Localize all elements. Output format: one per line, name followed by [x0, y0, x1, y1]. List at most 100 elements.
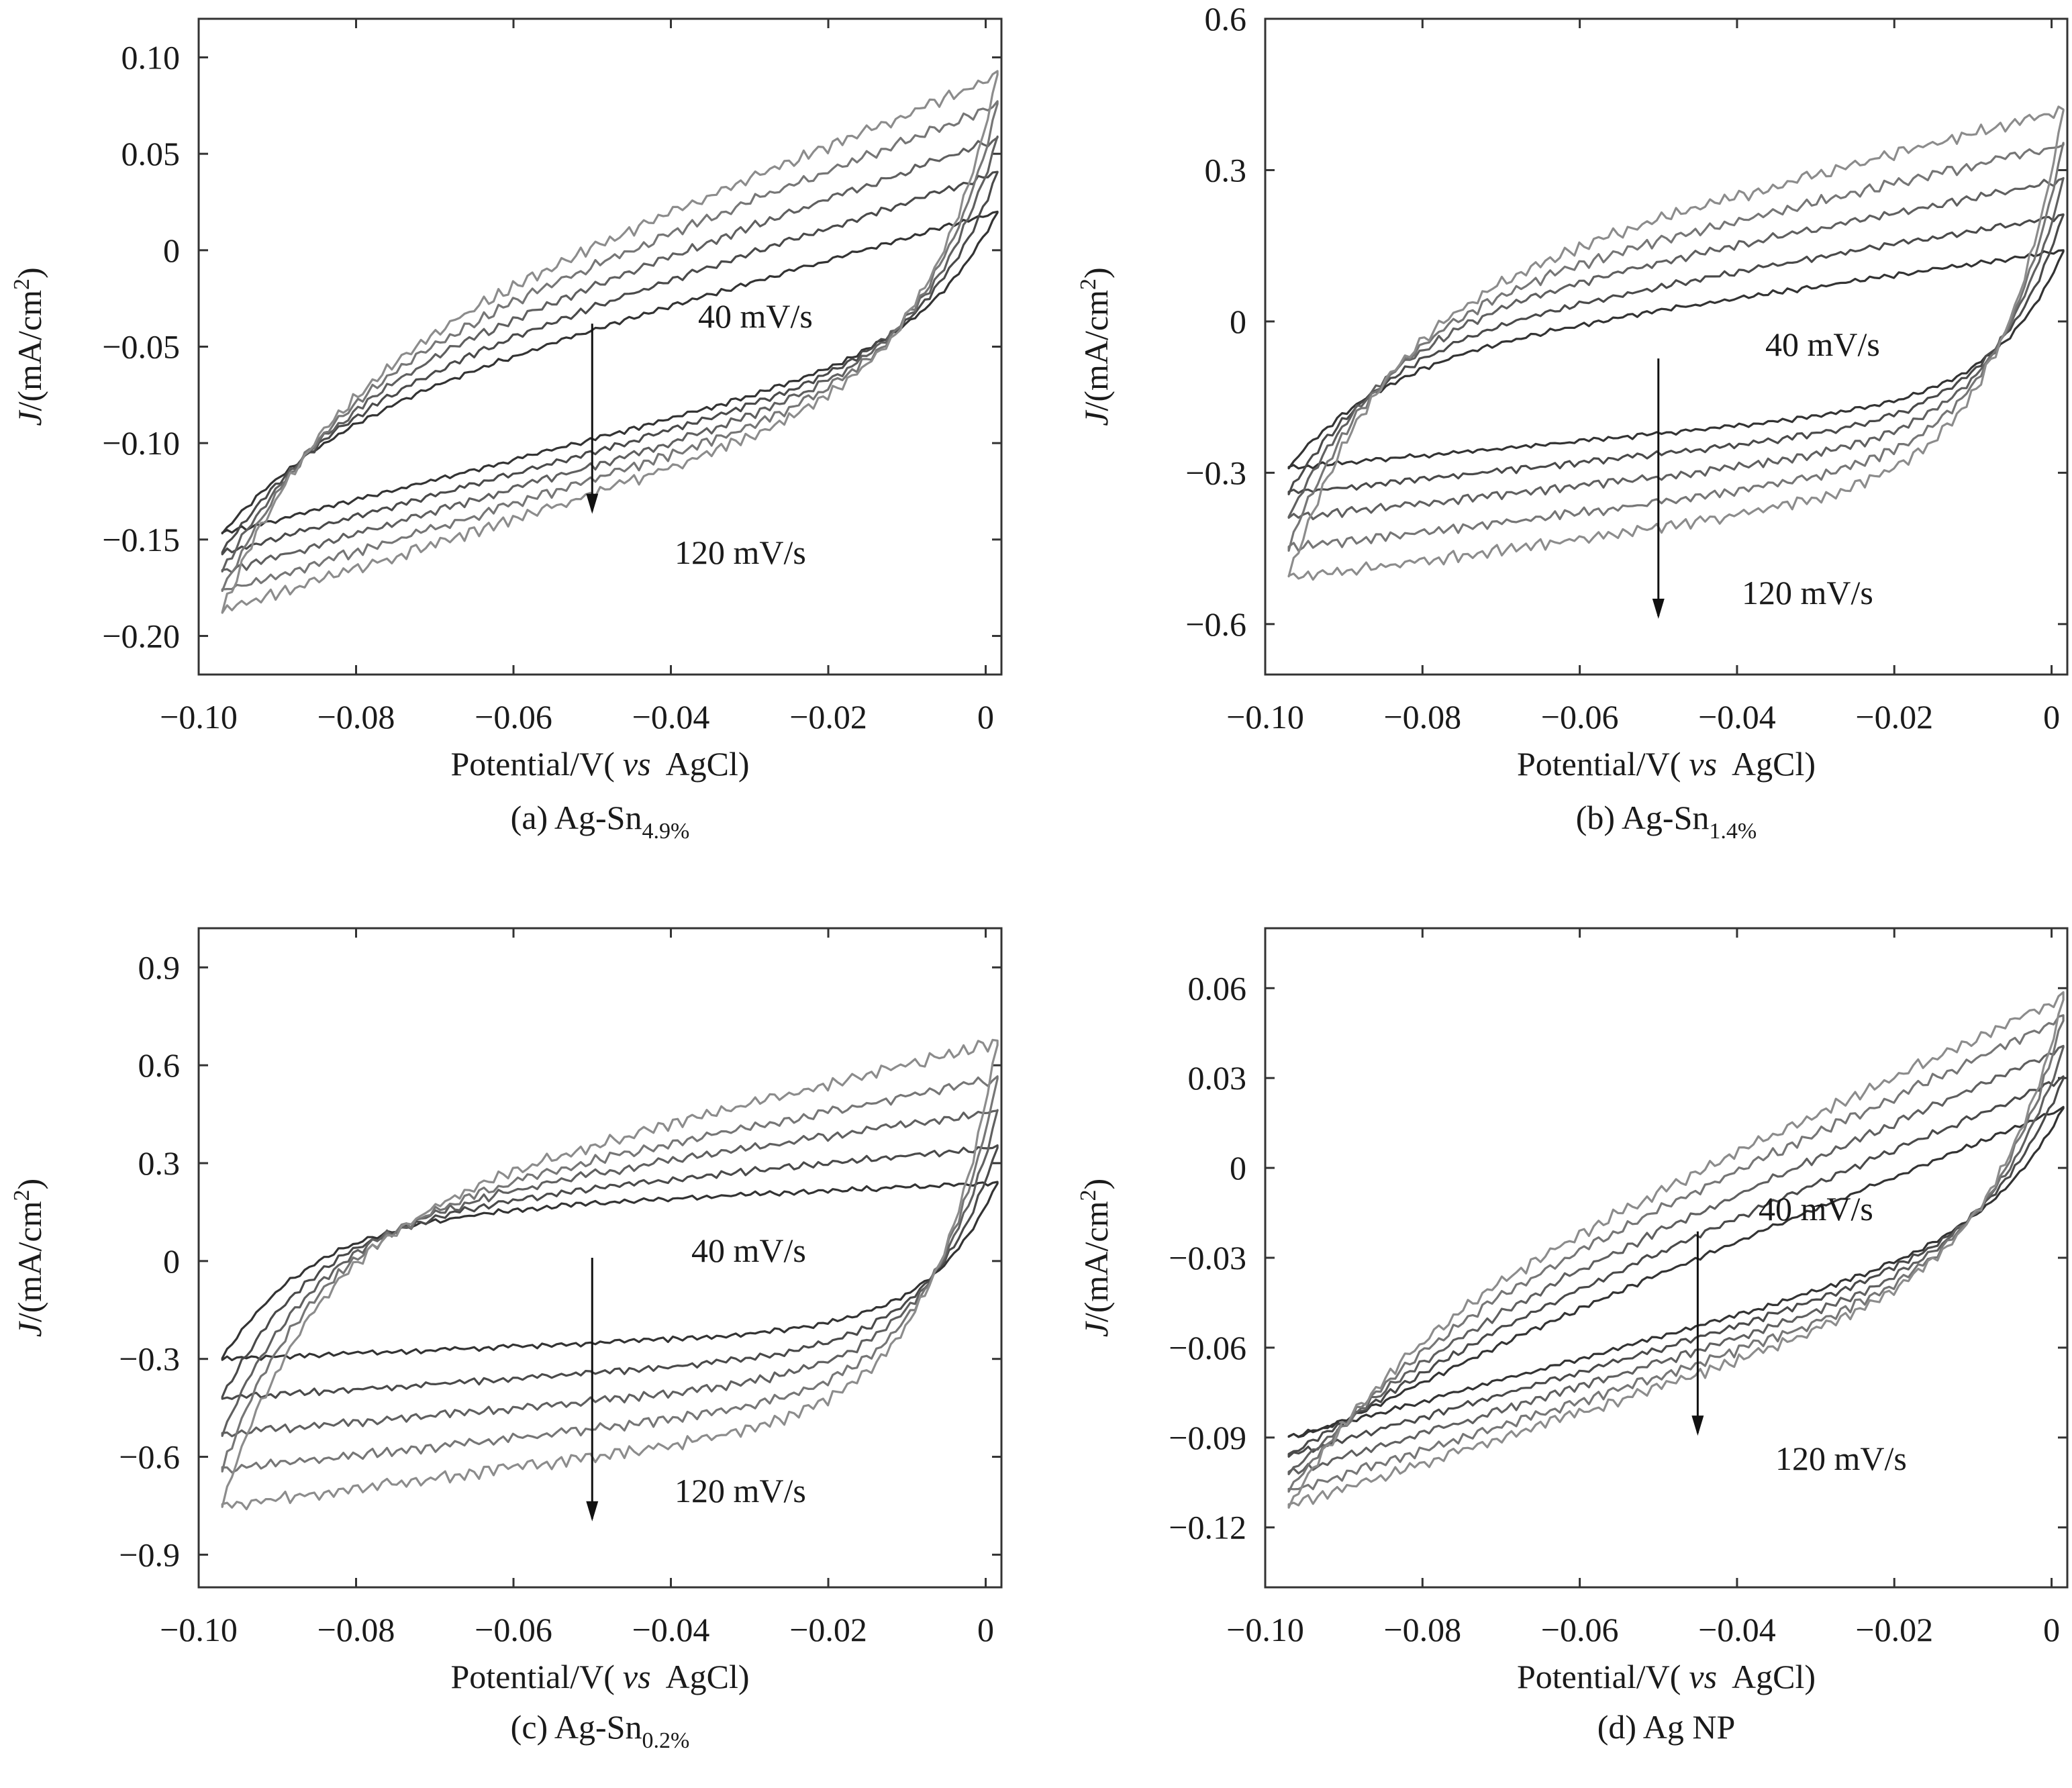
y-tick-label: 0.6 [1205, 0, 1247, 38]
cv-curve-60-mV-s [1287, 1075, 2065, 1458]
y-tick-label: 0 [163, 232, 180, 269]
cv-curve-60-mV-s [221, 170, 999, 556]
y-tick-label: −0.03 [1169, 1239, 1246, 1277]
cv-curve-120-mV-s [221, 1038, 999, 1511]
cv-curve-80-mV-s [1287, 177, 2065, 521]
cv-curve-80-mV-s [221, 135, 999, 574]
arrow-head-icon [586, 493, 599, 514]
arrow-head-icon [1652, 598, 1665, 619]
x-axis-title: Potential/V(vs AgCl) [1517, 1658, 1816, 1695]
x-tick-label: −0.06 [1541, 698, 1619, 736]
x-tick-label: −0.10 [1226, 698, 1304, 736]
annotation-120mvs: 120 mV/s [1742, 574, 1873, 611]
y-axis-title: J/(mA/cm2) [1076, 1179, 1115, 1337]
panel-caption: (a) Ag-Sn4.9% [511, 799, 690, 844]
arrow-head-icon [1691, 1416, 1704, 1436]
annotation-40mvs: 40 mV/s [691, 1232, 806, 1269]
plot-frame [1264, 927, 2069, 1589]
x-tick-label: −0.06 [475, 1611, 552, 1648]
cv-curve-120-mV-s [1287, 991, 2065, 1509]
chart-panel-c: −0.10 −0.08 −0.06 −0.04 −0.02 0 0.9 0.6 0.3 0 −0.3… [9, 927, 1003, 1753]
x-tick-label: −0.08 [317, 698, 395, 736]
x-tick-label: −0.04 [632, 1611, 710, 1648]
y-tick-label: 0.05 [121, 135, 181, 172]
annotation-40mvs: 40 mV/s [1765, 326, 1880, 363]
x-tick-label: −0.04 [1698, 1611, 1776, 1648]
x-tick-label: 0 [977, 1611, 994, 1648]
y-tick-label: −0.6 [1185, 605, 1246, 643]
y-tick-label: 0 [1230, 1149, 1246, 1187]
x-tick-label: −0.02 [1855, 698, 1933, 736]
cv-curve-120-mV-s [221, 70, 999, 614]
x-tick-label: −0.10 [160, 698, 238, 736]
plot-frame [1264, 17, 2069, 676]
annotation-40mvs: 40 mV/s [698, 297, 813, 335]
x-tick-label: −0.08 [1383, 698, 1461, 736]
cv-curve-80-mV-s [221, 1109, 999, 1438]
x-tick-label: −0.02 [1855, 1611, 1933, 1648]
x-tick-label: 0 [977, 698, 994, 736]
cv-curve-100-mV-s [221, 100, 999, 592]
cv-curve-40-mV-s [221, 210, 999, 535]
y-tick-label: −0.05 [102, 328, 180, 366]
panel-caption: (d) Ag NP [1597, 1708, 1736, 1746]
x-tick-label: −0.08 [317, 1611, 395, 1648]
y-tick-label: 0.3 [1205, 151, 1247, 189]
x-tick-label: −0.04 [632, 698, 710, 736]
y-tick-label: 0.10 [121, 38, 181, 76]
x-tick-label: −0.02 [789, 698, 867, 736]
x-tick-label: −0.06 [475, 698, 552, 736]
y-tick-label: −0.10 [102, 424, 180, 462]
panel-caption: (b) Ag-Sn1.4% [1576, 799, 1757, 844]
y-tick-label: −0.3 [119, 1340, 180, 1378]
chart-panel-b: −0.10 −0.08 −0.06 −0.04 −0.02 0 0.6 0.3 0 −0.3 −0.… [1076, 0, 2069, 844]
annotation-40mvs: 40 mV/s [1759, 1190, 1873, 1228]
x-tick-label: −0.04 [1698, 698, 1776, 736]
y-tick-label: −0.12 [1169, 1509, 1246, 1546]
cv-curve-40-mV-s [1287, 249, 2065, 470]
cv-curve-100-mV-s [1287, 142, 2065, 552]
annotation-120mvs: 120 mV/s [1775, 1440, 1907, 1477]
x-tick-label: 0 [2043, 698, 2060, 736]
y-tick-label: 0.3 [138, 1144, 181, 1182]
y-tick-label: −0.06 [1169, 1329, 1246, 1367]
cv-curve-60-mV-s [1287, 213, 2065, 495]
y-tick-label: 0 [163, 1242, 180, 1280]
y-tick-label: −0.15 [102, 521, 180, 558]
x-axis-title: Potential/V(vs AgCl) [1517, 745, 1816, 783]
y-tick-label: −0.09 [1169, 1419, 1246, 1456]
x-axis-title: Potential/V(vs AgCl) [450, 745, 749, 783]
cv-curve-40-mV-s [1287, 1105, 2065, 1438]
x-tick-label: −0.08 [1383, 1611, 1461, 1648]
x-axis-title: Potential/V(vs AgCl) [450, 1658, 749, 1695]
y-tick-label: 0.03 [1188, 1059, 1247, 1097]
arrow-head-icon [586, 1501, 599, 1522]
y-tick-label: −0.6 [119, 1438, 180, 1476]
cv-curve-60-mV-s [221, 1144, 999, 1400]
cv-curve-80-mV-s [1287, 1044, 2065, 1475]
panel-caption: (c) Ag-Sn0.2% [511, 1708, 690, 1753]
y-axis-title: J/(mA/cm2) [9, 267, 48, 426]
annotation-120mvs: 120 mV/s [675, 1472, 806, 1509]
cv-curve-40-mV-s [221, 1181, 999, 1362]
cv-curve-100-mV-s [221, 1075, 999, 1474]
x-tick-label: −0.10 [1226, 1611, 1304, 1648]
y-axis-title: J/(mA/cm2) [1076, 267, 1115, 426]
y-tick-label: 0.06 [1188, 969, 1247, 1007]
x-tick-label: −0.02 [789, 1611, 867, 1648]
plot-frame [197, 927, 1003, 1589]
y-tick-label: 0 [1230, 303, 1246, 340]
cv-curve-120-mV-s [1287, 105, 2065, 581]
chart-panel-a: −0.10 −0.08 −0.06 −0.04 −0.02 0 0.10 0.05 0 −0.05… [9, 17, 1003, 844]
y-tick-label: 0.6 [138, 1046, 181, 1084]
chart-panel-d: −0.10 −0.08 −0.06 −0.04 −0.02 0 0.06 0.03 0 −0.03… [1076, 927, 2069, 1746]
y-tick-label: −0.20 [102, 617, 180, 655]
x-tick-label: 0 [2043, 1611, 2060, 1648]
cv-curve-100-mV-s [1287, 1014, 2065, 1493]
y-tick-label: −0.9 [119, 1536, 180, 1573]
y-tick-label: −0.3 [1185, 454, 1246, 491]
y-tick-label: 0.9 [138, 948, 181, 986]
x-tick-label: −0.06 [1541, 1611, 1619, 1648]
y-axis-title: J/(mA/cm2) [9, 1179, 48, 1337]
